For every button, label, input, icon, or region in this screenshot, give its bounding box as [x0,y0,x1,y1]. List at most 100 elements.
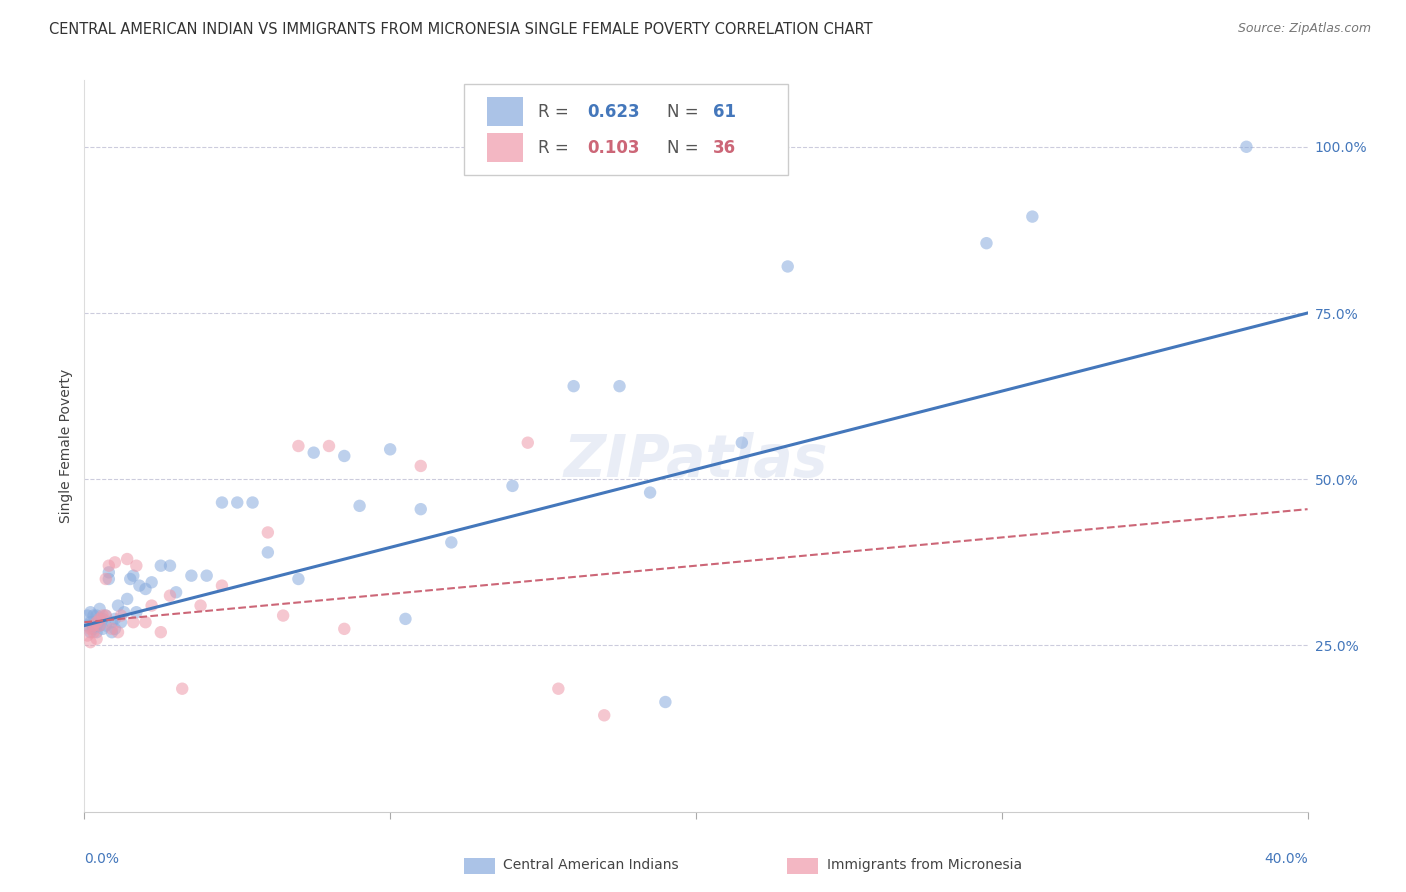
Point [107,625,129,640]
Point [89,618,111,632]
Point [128,579,150,593]
Point [380,442,402,457]
Point [79,622,101,636]
Point [86,615,108,630]
Point [83,618,105,632]
Point [1236,140,1258,154]
Point [104,612,127,626]
Point [547,681,569,696]
Point [141,599,163,613]
Point [115,552,138,566]
Point [91,622,114,636]
Point [89,602,111,616]
Text: 40.0%: 40.0% [1264,852,1308,866]
Point [79,615,101,630]
Point [97,558,120,573]
Point [149,558,172,573]
Point [104,555,127,569]
Point [976,236,998,251]
Point [94,608,117,623]
Point [115,591,138,606]
Point [172,681,194,696]
Point [287,439,309,453]
Point [125,558,148,573]
Point [110,608,132,623]
Point [302,445,325,459]
Point [101,625,124,640]
Text: 0.0%: 0.0% [84,852,120,866]
Point [242,495,264,509]
Text: R =: R = [538,139,574,157]
Point [89,612,111,626]
Point [120,572,142,586]
Point [195,568,218,582]
Point [83,618,105,632]
Point [94,608,117,623]
Point [76,628,98,642]
Point [125,605,148,619]
Point [91,612,114,626]
Text: CENTRAL AMERICAN INDIAN VS IMMIGRANTS FROM MICRONESIA SINGLE FEMALE POVERTY CORR: CENTRAL AMERICAN INDIAN VS IMMIGRANTS FR… [49,22,873,37]
Point [86,618,108,632]
Point [107,599,129,613]
Point [211,579,233,593]
Point [409,458,432,473]
Point [159,558,181,573]
Point [609,379,631,393]
Point [776,260,799,274]
Text: 61: 61 [713,103,737,120]
Text: Central American Indians: Central American Indians [503,858,679,872]
Point [226,495,249,509]
Point [440,535,463,549]
Point [333,622,356,636]
Point [638,485,661,500]
Point [257,545,280,559]
Point [349,499,371,513]
Point [79,635,101,649]
Point [97,572,120,586]
Point [83,622,105,636]
Point [79,625,101,640]
Point [141,575,163,590]
Point [190,599,212,613]
Point [502,479,524,493]
Text: 36: 36 [713,139,737,157]
Point [101,622,124,636]
Point [257,525,280,540]
Point [654,695,676,709]
Text: R =: R = [538,103,574,120]
Point [94,618,117,632]
Text: ZIPatlas: ZIPatlas [564,432,828,489]
Text: 0.623: 0.623 [588,103,640,120]
Text: N =: N = [666,139,703,157]
Point [83,608,105,623]
Point [135,582,157,596]
Bar [486,133,523,162]
Point [83,625,105,640]
Point [180,568,202,582]
Point [271,608,294,623]
Point [104,622,127,636]
Point [122,568,145,582]
Point [97,566,120,580]
Bar [486,97,523,127]
Point [89,612,111,626]
Point [86,608,108,623]
Point [149,625,172,640]
Text: Source: ZipAtlas.com: Source: ZipAtlas.com [1237,22,1371,36]
Point [318,439,340,453]
Point [112,605,135,619]
Point [562,379,585,393]
Point [159,589,181,603]
Point [516,435,538,450]
Point [94,572,117,586]
Point [110,615,132,630]
Point [101,615,124,630]
Point [76,608,98,623]
Text: 0.103: 0.103 [588,139,640,157]
Point [287,572,309,586]
Point [122,615,145,630]
Point [89,618,111,632]
Point [135,615,157,630]
Y-axis label: Single Female Poverty: Single Female Poverty [59,369,73,523]
